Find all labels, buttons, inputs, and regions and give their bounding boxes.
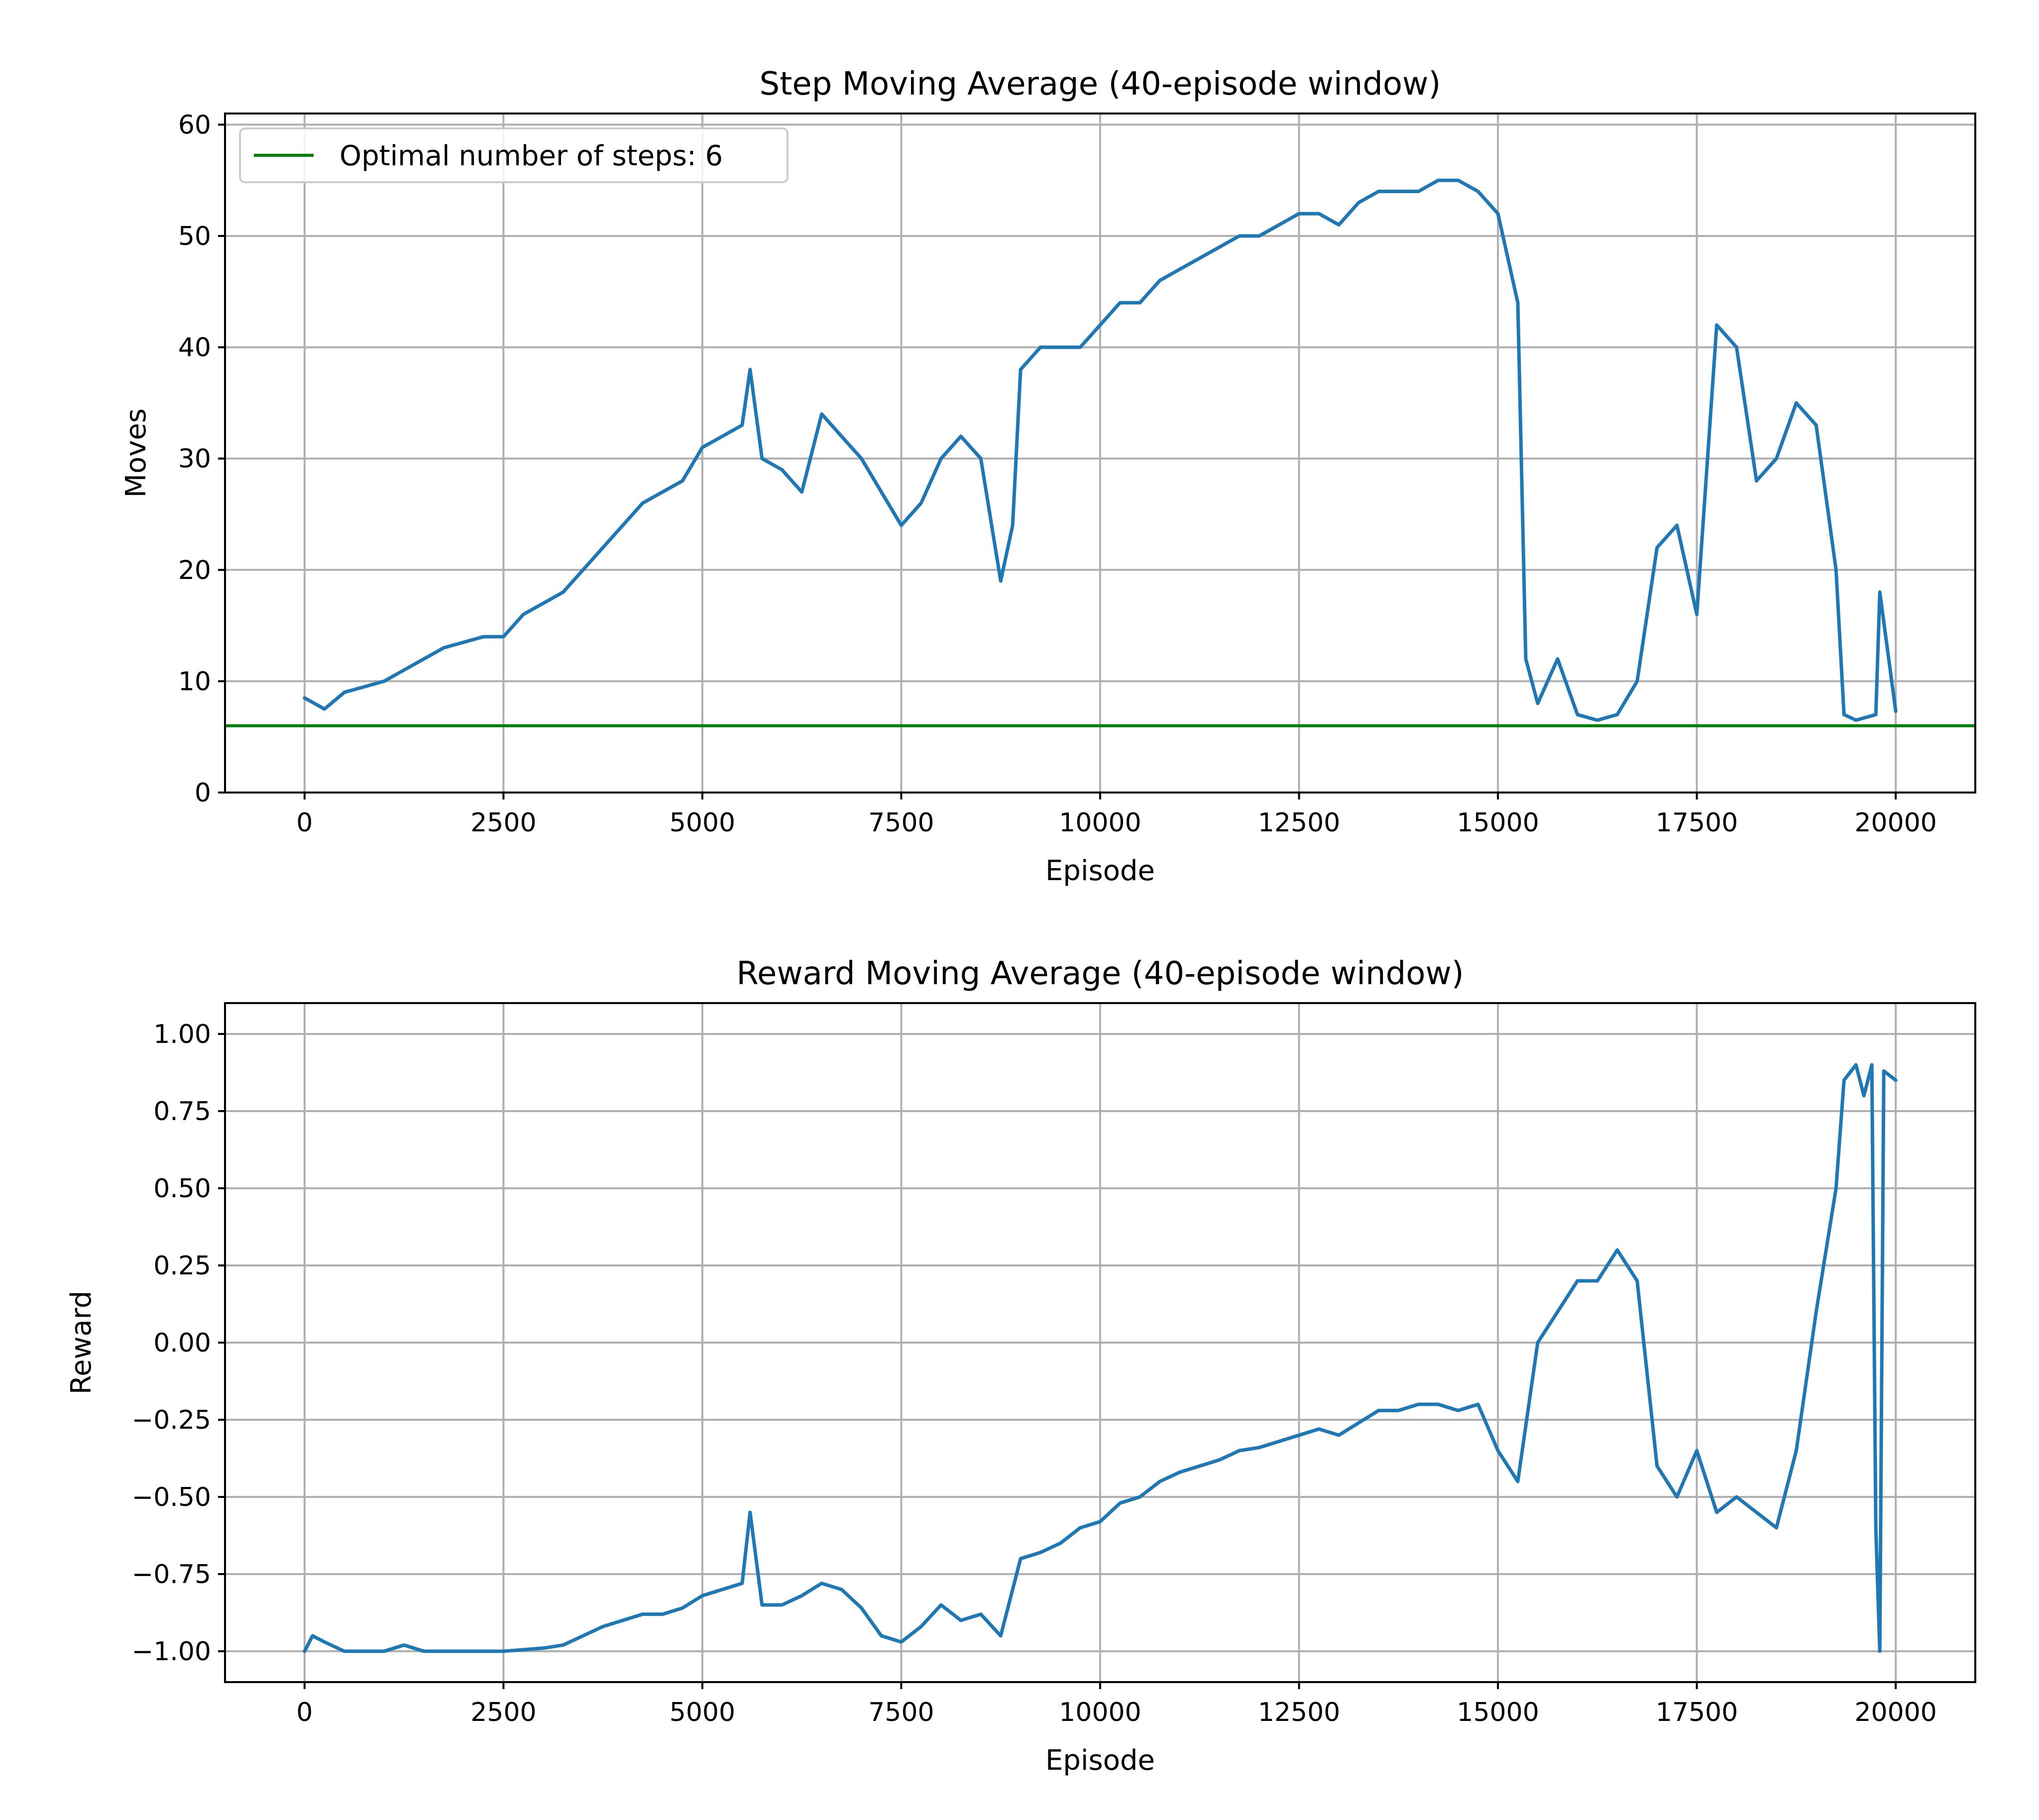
reward-plot-area: [303, 1063, 1898, 1653]
steps-chart: Step Moving Average (40-episode window) …: [120, 66, 1976, 887]
reward-x-tick-label: 20000: [1854, 1698, 1936, 1727]
reward-x-tick-label: 5000: [670, 1698, 735, 1727]
steps-y-tick-label: 10: [178, 667, 211, 696]
steps-y-tick-label: 50: [178, 222, 211, 251]
steps-x-tick-label: 2500: [470, 808, 536, 838]
steps-axes-frame: [224, 113, 1976, 794]
reward-series-line: [303, 1063, 1898, 1653]
reward-y-tick-label: −1.00: [132, 1637, 211, 1667]
steps-x-tick-label: 12500: [1258, 808, 1340, 838]
steps-x-tick-label: 15000: [1457, 808, 1539, 838]
steps-series-line: [303, 178, 1898, 722]
steps-x-tick-label: 0: [296, 808, 313, 838]
steps-x-tick-label: 10000: [1059, 808, 1141, 838]
steps-x-tick-label: 7500: [868, 808, 934, 838]
reward-chart-title: Reward Moving Average (40-episode window…: [736, 955, 1464, 992]
steps-y-axis-label: Moves: [120, 408, 152, 497]
reward-y-tick-label: 1.00: [153, 1020, 211, 1049]
reward-x-tick-label: 0: [296, 1698, 313, 1727]
reward-x-tick-label: 10000: [1059, 1698, 1141, 1727]
steps-x-axis-label: Episode: [1045, 855, 1155, 887]
steps-x-tick-label: 17500: [1656, 808, 1738, 838]
steps-x-tick-label: 20000: [1854, 808, 1936, 838]
steps-plot-area: [225, 178, 1975, 727]
reward-axes-frame: [224, 1002, 1976, 1683]
reward-y-axis-label: Reward: [65, 1291, 98, 1395]
reward-x-tick-label: 7500: [868, 1698, 934, 1727]
reward-chart: Reward Moving Average (40-episode window…: [65, 955, 1976, 1777]
reward-x-tick-label: 15000: [1457, 1698, 1539, 1727]
steps-ticks: 0 2500 5000 7500 10000 12500 15000 17500 20000 0 1…: [178, 110, 1937, 838]
steps-chart-title: Step Moving Average (40-episode window): [760, 66, 1441, 103]
reward-x-tick-label: 12500: [1258, 1698, 1340, 1727]
reward-x-tick-label: 2500: [470, 1698, 536, 1727]
steps-grid: [225, 114, 1975, 794]
reward-grid: [225, 1003, 1975, 1682]
reward-ticks: 0 2500 5000 7500 10000 12500 15000 17500 20000 −1…: [132, 1020, 1937, 1727]
reward-y-tick-label: −0.75: [132, 1560, 211, 1590]
reward-y-tick-label: −0.25: [132, 1405, 211, 1435]
steps-legend: Optimal number of steps: 6: [239, 127, 789, 183]
reward-y-tick-label: 0.25: [153, 1251, 211, 1281]
reward-y-tick-label: 0.50: [153, 1174, 211, 1204]
steps-y-tick-label: 40: [178, 333, 211, 363]
reward-x-tick-label: 17500: [1656, 1698, 1738, 1727]
steps-y-tick-label: 20: [178, 556, 211, 585]
reward-y-tick-label: 0.00: [153, 1328, 211, 1358]
steps-legend-entry: Optimal number of steps: 6: [340, 140, 723, 172]
steps-y-tick-label: 0: [195, 778, 211, 808]
steps-y-tick-label: 60: [178, 110, 211, 140]
steps-y-tick-label: 30: [178, 444, 211, 474]
steps-x-tick-label: 5000: [670, 808, 735, 838]
reward-y-tick-label: −0.50: [132, 1482, 211, 1512]
reward-x-axis-label: Episode: [1045, 1744, 1155, 1777]
steps-legend-box: [239, 127, 789, 183]
reward-y-tick-label: 0.75: [153, 1097, 211, 1127]
